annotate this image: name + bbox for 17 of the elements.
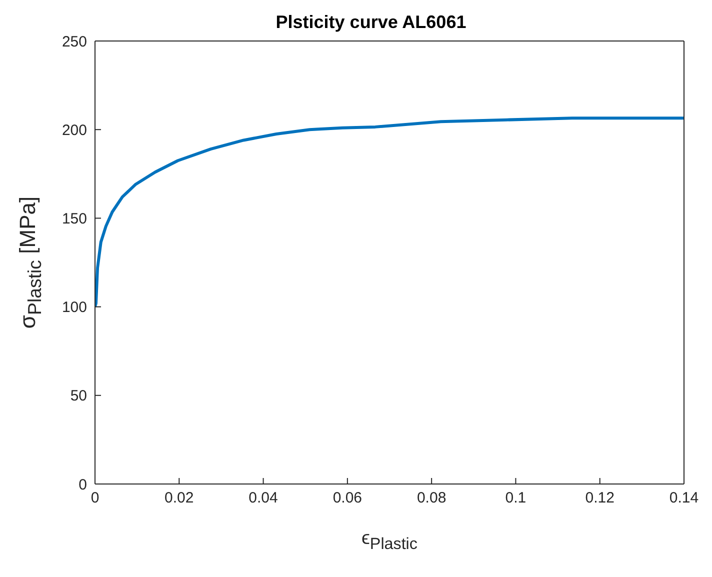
y-tick-label: 0 xyxy=(78,476,87,494)
x-tick-label: 0.08 xyxy=(416,490,446,507)
y-tick-label: 50 xyxy=(70,388,87,405)
y-tick-label: 150 xyxy=(62,210,87,228)
y-tick-label: 100 xyxy=(62,299,87,316)
x-axis-title: ϵ$_{Plastic}$ xyxy=(362,528,418,553)
x-tick-label: 0.06 xyxy=(332,490,362,507)
y-tick-label: 200 xyxy=(62,122,87,139)
x-tick-label: 0.12 xyxy=(585,490,614,507)
x-tick-label: 0 xyxy=(90,490,100,507)
x-tick-label: 0.14 xyxy=(669,490,699,507)
x-tick-label: 0.04 xyxy=(248,490,278,507)
line-series xyxy=(95,116,684,308)
chart-title: Plsticity curve AL6061 xyxy=(274,12,468,33)
x-tick-label: 0.1 xyxy=(505,490,526,507)
y-tick-label: 250 xyxy=(62,33,87,50)
x-tick-label: 0.02 xyxy=(164,490,194,507)
